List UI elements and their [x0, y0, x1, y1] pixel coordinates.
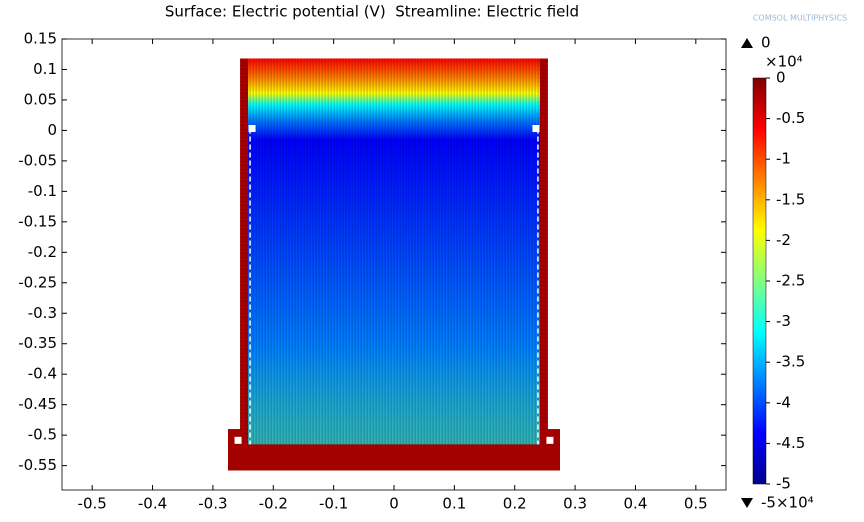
colorbar-tick-label: -4	[776, 393, 791, 411]
colorbar-tick-label: -2.5	[776, 272, 805, 290]
corner-marker	[532, 125, 540, 133]
y-tick-label: -0.5	[28, 426, 57, 444]
colorbar-max: 0	[761, 34, 771, 52]
y-tick-label: -0.1	[28, 182, 57, 200]
colorbar-tick-label: -5	[776, 475, 791, 493]
min-marker	[741, 498, 753, 508]
y-tick-label: 0	[47, 121, 57, 139]
x-tick-label: 0.2	[503, 495, 527, 513]
y-tick-label: -0.45	[18, 395, 57, 413]
y-tick-label: -0.25	[18, 273, 57, 291]
y-tick-label: 0.15	[24, 30, 57, 48]
corner-marker	[234, 436, 242, 444]
y-tick-label: -0.4	[28, 365, 57, 383]
y-tick-label: 0.05	[24, 90, 57, 108]
colorbar-tick-label: -0.5	[776, 109, 805, 127]
colorbar-tick-label: -4.5	[776, 434, 805, 452]
y-tick-label: -0.15	[18, 212, 57, 230]
colorbar-tick-label: -2	[776, 231, 791, 249]
x-tick-label: -0.4	[138, 495, 167, 513]
y-tick-label: -0.35	[18, 334, 57, 352]
x-tick-label: -0.2	[259, 495, 288, 513]
colorbar-multiplier: ×10⁴	[765, 53, 803, 71]
colorbar	[752, 77, 767, 485]
colorbar-tick-label: -3	[776, 312, 791, 330]
y-tick-label: -0.05	[18, 151, 57, 169]
y-tick-label: 0.1	[33, 60, 57, 78]
y-tick-label: -0.55	[18, 456, 57, 474]
y-tick-label: -0.3	[28, 304, 57, 322]
x-tick-label: -0.5	[78, 495, 107, 513]
x-tick-label: 0.5	[684, 495, 708, 513]
max-marker	[741, 38, 753, 48]
potential-surface	[248, 58, 540, 445]
colorbar-min: -5×10⁴	[761, 494, 814, 512]
x-tick-label: 0.4	[624, 495, 648, 513]
colorbar-tick-label: -1.5	[776, 190, 805, 208]
x-tick-label: 0.3	[563, 495, 587, 513]
colorbar-tick-label: -3.5	[776, 353, 805, 371]
y-tick-label: -0.2	[28, 243, 57, 261]
corner-marker	[248, 125, 256, 133]
colorbar-tick-label: 0	[776, 69, 786, 87]
x-tick-label: -0.3	[198, 495, 227, 513]
x-tick-label: -0.1	[319, 495, 348, 513]
x-tick-label: 0	[389, 495, 399, 513]
colorbar-tick-label: -1	[776, 150, 791, 168]
corner-marker	[546, 436, 554, 444]
logo: COMSOL MULTIPHYSICS	[753, 14, 847, 23]
chart-title: Surface: Electric potential (V) Streamli…	[165, 3, 579, 21]
x-tick-label: 0.1	[442, 495, 466, 513]
